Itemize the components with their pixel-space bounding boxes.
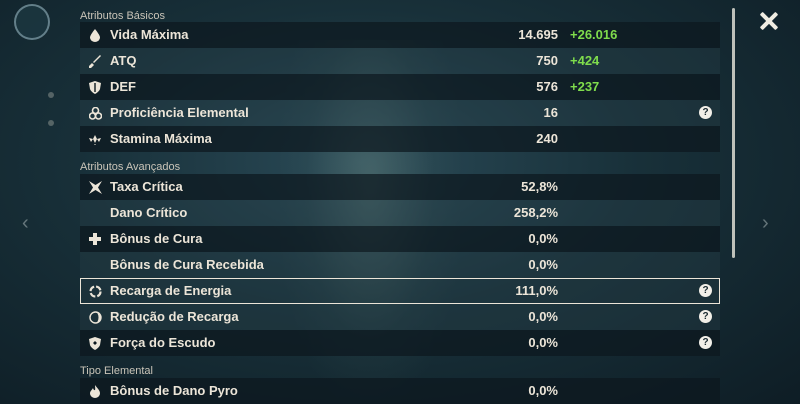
stat-row-cd-reduction[interactable]: Redução de Recarga 0,0% ? <box>80 304 720 330</box>
stat-label: Taxa Crítica <box>110 179 183 194</box>
section-title-advanced: Atributos Avançados <box>80 161 181 173</box>
stat-label: Recarga de Energia <box>110 283 232 298</box>
stat-value: 240 <box>536 131 558 146</box>
stat-label: Força do Escudo <box>110 335 216 350</box>
stat-row-incoming-healing[interactable]: Bônus de Cura Recebida 0,0% <box>80 252 720 278</box>
stat-value: 111,0% <box>515 283 558 298</box>
stat-value: 52,8% <box>521 179 558 194</box>
stat-row-elemental-mastery[interactable]: Proficiência Elemental 16 ? <box>80 100 720 126</box>
stat-row-def[interactable]: DEF 576 +237 <box>80 74 720 100</box>
help-icon[interactable]: ? <box>699 310 712 323</box>
stat-label: Redução de Recarga <box>110 309 239 324</box>
healing-cross-icon <box>88 232 102 246</box>
stat-value: 14.695 <box>518 27 558 42</box>
crit-rate-icon <box>88 180 102 194</box>
help-icon[interactable]: ? <box>699 336 712 349</box>
attributes-list: Atributos Básicos Vida Máxima 14.695 +26… <box>80 0 720 404</box>
close-button[interactable] <box>758 10 780 32</box>
sword-icon <box>88 54 102 68</box>
stat-value: 0,0% <box>528 231 558 246</box>
stat-row-atk[interactable]: ATQ 750 +424 <box>80 48 720 74</box>
stamina-icon <box>88 132 102 146</box>
shield-icon <box>88 80 102 94</box>
stat-label: Dano Crítico <box>110 205 188 220</box>
section-title-basic: Atributos Básicos <box>80 10 165 22</box>
bullet-dot <box>48 92 54 98</box>
section-title-elemental: Tipo Elemental <box>80 365 153 377</box>
drop-icon <box>88 28 102 42</box>
help-icon[interactable]: ? <box>699 284 712 297</box>
character-emblem-icon <box>14 4 50 40</box>
stat-value: 0,0% <box>528 309 558 324</box>
stat-row-crit-rate[interactable]: Taxa Crítica 52,8% <box>80 174 720 200</box>
prev-arrow-icon: ‹ <box>22 212 29 234</box>
stat-bonus: +424 <box>570 53 600 68</box>
pyro-icon <box>88 384 102 398</box>
background-sidebar <box>0 0 80 404</box>
stat-row-shield-strength[interactable]: Força do Escudo 0,0% ? <box>80 330 720 356</box>
stat-value: 258,2% <box>513 205 558 220</box>
stat-value: 750 <box>536 53 558 68</box>
stat-label: Vida Máxima <box>110 27 189 42</box>
cd-reduction-icon <box>88 310 102 324</box>
help-icon[interactable]: ? <box>699 106 712 119</box>
scrollbar[interactable] <box>732 8 735 258</box>
stat-row-crit-dmg[interactable]: Dano Crítico 258,2% <box>80 200 720 226</box>
stat-row-energy-recharge[interactable]: Recarga de Energia 111,0% ? <box>80 278 720 304</box>
stat-row-hp[interactable]: Vida Máxima 14.695 +26.016 <box>80 22 720 48</box>
stat-label: Bônus de Dano Pyro <box>110 383 238 398</box>
stat-value: 0,0% <box>528 257 558 272</box>
stat-label: Bônus de Cura <box>110 231 203 246</box>
energy-recharge-icon <box>88 284 102 298</box>
stat-row-healing-bonus[interactable]: Bônus de Cura 0,0% <box>80 226 720 252</box>
stat-row-stamina[interactable]: Stamina Máxima 240 <box>80 126 720 152</box>
stat-value: 0,0% <box>528 383 558 398</box>
stat-bonus: +26.016 <box>570 27 618 42</box>
stat-value: 576 <box>536 79 558 94</box>
elemental-mastery-icon <box>88 106 102 120</box>
stat-label: ATQ <box>110 53 137 68</box>
stat-row-pyro-dmg[interactable]: Bônus de Dano Pyro 0,0% <box>80 378 720 404</box>
stat-label: DEF <box>110 79 136 94</box>
shield-strength-icon <box>88 336 102 350</box>
stat-label: Stamina Máxima <box>110 131 212 146</box>
stat-label: Bônus de Cura Recebida <box>110 257 264 272</box>
stat-bonus: +237 <box>570 79 600 94</box>
stat-value: 0,0% <box>528 335 558 350</box>
stat-label: Proficiência Elemental <box>110 105 249 120</box>
next-arrow-icon: › <box>762 212 769 234</box>
stat-value: 16 <box>543 105 558 120</box>
bullet-dot <box>48 120 54 126</box>
